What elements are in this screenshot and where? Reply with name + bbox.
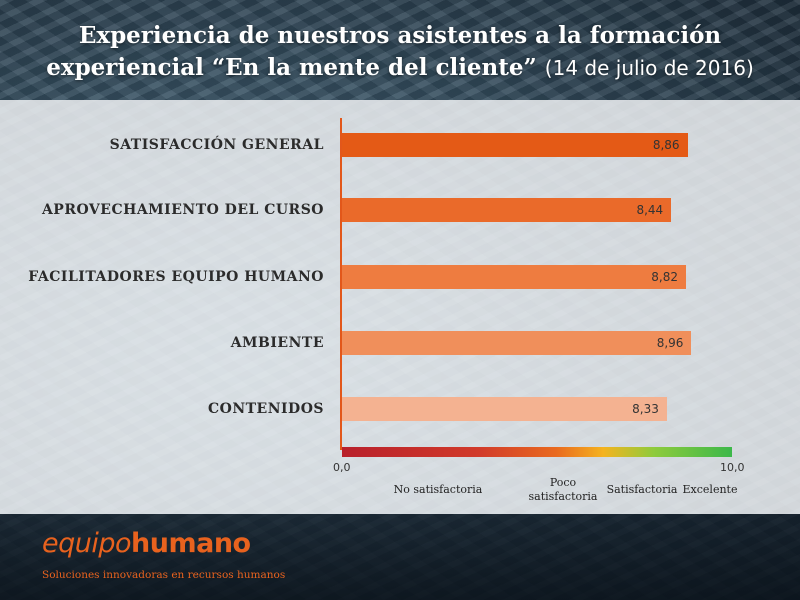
bar-value-label: 8,44: [636, 203, 664, 217]
bar-value-label: 8,96: [656, 336, 684, 350]
scale-label-excelente: Excelente: [682, 483, 738, 496]
bar-value-label: 8,86: [652, 138, 680, 152]
footer-band: [0, 514, 800, 600]
title-date: (14 de julio de 2016): [544, 56, 754, 80]
bar-value-label: 8,33: [632, 402, 659, 416]
bar: 8,82: [342, 265, 686, 289]
bar: 8,86: [342, 133, 688, 157]
category-label: FACILITADORES EQUIPO HUMANO: [28, 269, 324, 285]
x-tick-min: 0,0: [333, 461, 351, 474]
equipo-humano-logo: equipohumano: [42, 528, 251, 559]
chart-title: Experiencia de nuestros asistentes a la …: [0, 20, 800, 84]
bar: 8,96: [342, 331, 692, 355]
scale-label-no-satisfactoria: No satisfactoria: [393, 483, 483, 496]
scale-label-poco-satisfactoria: Poco satisfactoria: [528, 476, 598, 503]
bar: 8,33: [342, 397, 667, 421]
category-label: APROVECHAMIENTO DEL CURSO: [41, 202, 324, 218]
y-axis-line: [340, 118, 342, 450]
footer-tagline: Soluciones innovadoras en recursos human…: [42, 569, 286, 581]
bar: 8,44: [342, 198, 672, 222]
category-label: AMBIENTE: [230, 335, 324, 351]
title-line-2: experiencial “En la mente del cliente” (…: [0, 52, 800, 84]
scale-label-satisfactoria: Satisfactoria: [606, 483, 678, 496]
chart-panel: [0, 100, 800, 514]
title-line-1: Experiencia de nuestros asistentes a la …: [78, 22, 722, 49]
logo-part-2: humano: [131, 528, 251, 559]
bar-value-label: 8,82: [651, 270, 678, 284]
category-label: SATISFACCIÓN GENERAL: [109, 137, 324, 153]
title-line-2-text: experiencial “En la mente del cliente”: [46, 54, 537, 81]
rating-scale-gradient: [342, 447, 732, 457]
x-tick-max: 10,0: [720, 461, 745, 474]
logo-part-1: equipo: [42, 528, 132, 559]
category-label: CONTENIDOS: [207, 401, 324, 417]
